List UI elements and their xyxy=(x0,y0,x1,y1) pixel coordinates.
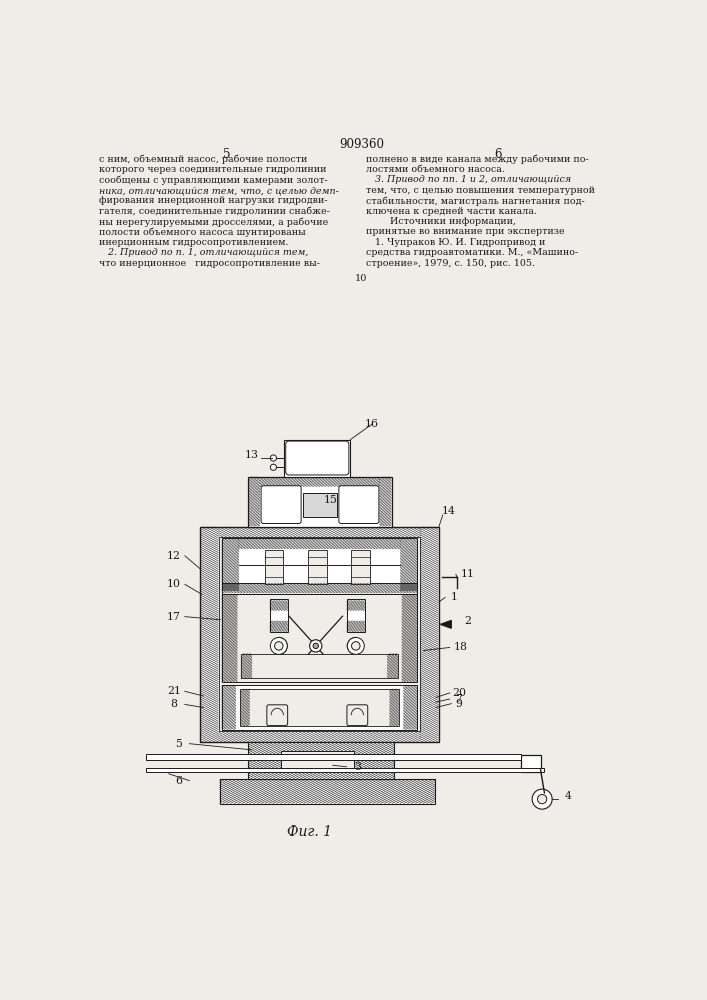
Bar xyxy=(281,751,354,768)
Text: полнено в виде канала между рабочими по-: полнено в виде канала между рабочими по- xyxy=(366,155,588,164)
Circle shape xyxy=(270,455,276,461)
Text: гателя, соединительные гидролинии снабже-: гателя, соединительные гидролинии снабже… xyxy=(100,207,330,216)
Text: с ним, объемный насос, рабочие полости: с ним, объемный насос, рабочие полости xyxy=(100,155,308,164)
Text: 3. Привод по пп. 1 и 2, отличающийся: 3. Привод по пп. 1 и 2, отличающийся xyxy=(366,175,571,184)
Text: строение», 1979, с. 150, рис. 105.: строение», 1979, с. 150, рис. 105. xyxy=(366,259,534,268)
Bar xyxy=(222,583,417,594)
Bar xyxy=(248,477,392,527)
Circle shape xyxy=(347,637,364,654)
Text: стабильности, магистраль нагнетания под-: стабильности, магистраль нагнетания под- xyxy=(366,196,585,206)
Text: 16: 16 xyxy=(365,419,379,429)
Bar xyxy=(248,742,395,779)
Bar xyxy=(346,599,365,632)
Circle shape xyxy=(270,464,276,470)
Text: ключена к средней части канала.: ключена к средней части канала. xyxy=(366,207,537,216)
Text: 20: 20 xyxy=(452,688,466,698)
Circle shape xyxy=(270,637,287,654)
Text: 4: 4 xyxy=(565,791,572,801)
Text: что инерционное   гидросопротивление вы-: что инерционное гидросопротивление вы- xyxy=(100,259,320,268)
Text: сообщены с управляющими камерами золот-: сообщены с управляющими камерами золот- xyxy=(100,175,328,185)
Text: 1: 1 xyxy=(451,592,458,602)
Text: 15: 15 xyxy=(325,495,338,505)
Text: 6: 6 xyxy=(175,776,182,786)
Text: 10: 10 xyxy=(355,274,368,283)
Bar xyxy=(284,440,351,477)
Text: 11: 11 xyxy=(461,569,475,579)
Bar xyxy=(303,493,337,517)
Bar xyxy=(219,779,435,804)
FancyBboxPatch shape xyxy=(347,705,368,726)
Bar xyxy=(200,527,439,742)
Polygon shape xyxy=(440,620,451,628)
Bar xyxy=(146,754,521,760)
Circle shape xyxy=(537,795,547,804)
Text: 13: 13 xyxy=(245,450,259,460)
FancyBboxPatch shape xyxy=(261,486,301,523)
Bar xyxy=(222,538,417,591)
FancyBboxPatch shape xyxy=(286,441,349,475)
Text: 17: 17 xyxy=(167,612,181,622)
Bar xyxy=(240,689,399,726)
Text: 8: 8 xyxy=(170,699,177,709)
Text: 18: 18 xyxy=(453,642,467,652)
Text: 10: 10 xyxy=(167,579,181,589)
Text: ника, отличающийся тем, что, с целью демп-: ника, отличающийся тем, что, с целью дем… xyxy=(100,186,339,195)
Text: фирования инерционной нагрузки гидродви-: фирования инерционной нагрузки гидродви- xyxy=(100,196,328,205)
Text: средства гидроавтоматики. М., «Машино-: средства гидроавтоматики. М., «Машино- xyxy=(366,248,578,257)
FancyBboxPatch shape xyxy=(267,705,288,726)
Text: 12: 12 xyxy=(167,551,181,561)
Bar xyxy=(241,654,398,678)
Circle shape xyxy=(274,642,283,650)
Text: 1. Чупраков Ю. И. Гидропривод и: 1. Чупраков Ю. И. Гидропривод и xyxy=(366,238,545,247)
Text: 6: 6 xyxy=(494,148,502,161)
Text: 3: 3 xyxy=(354,762,361,772)
Text: инерционным гидросопротивлением.: инерционным гидросопротивлением. xyxy=(100,238,289,247)
Bar xyxy=(269,599,288,632)
Text: 14: 14 xyxy=(441,506,455,516)
Text: 9: 9 xyxy=(455,699,462,709)
Text: Источники информации,: Источники информации, xyxy=(366,217,516,226)
Bar xyxy=(218,537,421,731)
Bar xyxy=(222,594,417,682)
Bar xyxy=(521,755,541,772)
Bar xyxy=(351,550,370,584)
Text: принятые во внимание при экспертизе: принятые во внимание при экспертизе xyxy=(366,227,564,236)
Text: лостями объемного насоса.: лостями объемного насоса. xyxy=(366,165,505,174)
Text: 909360: 909360 xyxy=(339,138,385,151)
Text: ны нерегулируемыми дросселями, а рабочие: ны нерегулируемыми дросселями, а рабочие xyxy=(100,217,329,227)
Text: полости объемного насоса шунтированы: полости объемного насоса шунтированы xyxy=(100,227,306,237)
Text: которого через соединительные гидролинии: которого через соединительные гидролинии xyxy=(100,165,327,174)
Circle shape xyxy=(351,642,360,650)
Text: 5: 5 xyxy=(223,148,230,161)
Circle shape xyxy=(313,643,318,649)
Bar xyxy=(308,550,327,584)
Text: 21: 21 xyxy=(167,686,181,696)
Circle shape xyxy=(310,640,322,652)
Text: тем, что, с целью повышения температурной: тем, что, с целью повышения температурно… xyxy=(366,186,595,195)
Bar xyxy=(265,550,284,584)
Text: 2. Привод по п. 1, отличающийся тем,: 2. Привод по п. 1, отличающийся тем, xyxy=(100,248,309,257)
Circle shape xyxy=(532,789,552,809)
Text: 2: 2 xyxy=(464,616,472,626)
FancyBboxPatch shape xyxy=(339,486,379,523)
Bar xyxy=(222,685,417,730)
Text: 7: 7 xyxy=(455,694,462,704)
Text: 5: 5 xyxy=(175,739,182,749)
Text: Фиг. 1: Фиг. 1 xyxy=(287,825,332,839)
Bar xyxy=(146,768,544,772)
